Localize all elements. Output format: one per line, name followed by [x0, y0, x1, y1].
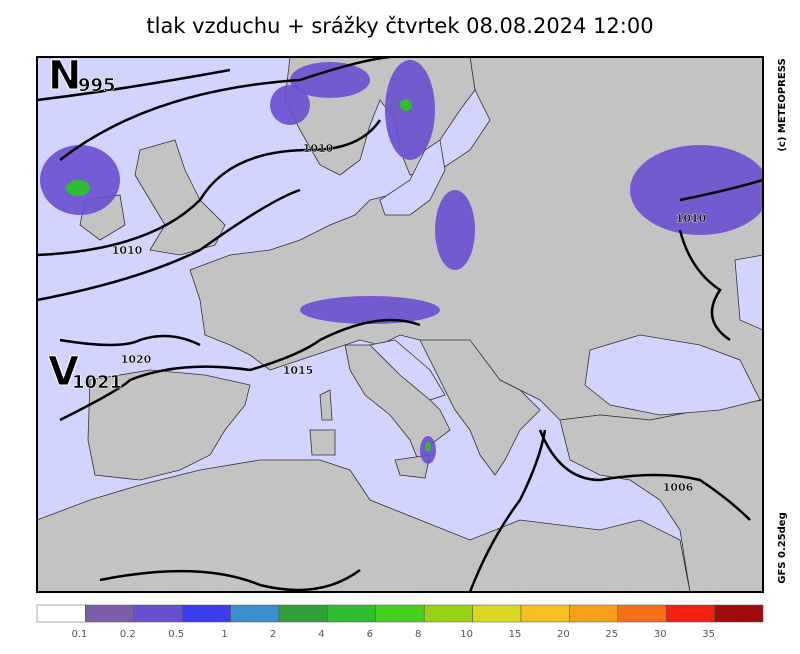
title: tlak vzduchu + srážky čtvrtek 08.08.2024… — [146, 14, 653, 38]
legend-tick: 15 — [509, 629, 522, 640]
legend-swatch — [714, 604, 764, 623]
legend-swatch — [36, 604, 86, 623]
legend-swatch — [133, 604, 183, 623]
isobar-label: 1010 — [676, 212, 707, 225]
legend-tick: 0.5 — [168, 629, 184, 640]
legend-tick: 6 — [367, 629, 373, 640]
legend-tick: 2 — [270, 629, 276, 640]
legend-swatch — [375, 604, 425, 623]
legend-swatch — [520, 604, 570, 623]
legend-swatch — [327, 604, 377, 623]
isobar-label: 1020 — [121, 353, 152, 366]
legend-tick: 30 — [654, 629, 667, 640]
high-letter: V — [48, 349, 79, 395]
legend-tick: 1 — [221, 629, 227, 640]
legend-tick: 0.1 — [71, 629, 87, 640]
isobar-label: 1006 — [663, 481, 694, 494]
isobar-label: 1010 — [112, 244, 143, 257]
legend: 0.1 0.2 0.5 1 2 4 6 8 10 15 20 25 30 35 — [36, 604, 764, 640]
legend-swatch — [181, 604, 231, 623]
legend-swatch — [278, 604, 328, 623]
high-value: 1021 — [72, 372, 122, 393]
legend-swatch — [230, 604, 280, 623]
map-frame — [36, 56, 764, 593]
legend-tick: 4 — [318, 629, 324, 640]
low-letter: N — [48, 53, 81, 99]
legend-swatch — [472, 604, 522, 623]
legend-tick: 25 — [605, 629, 618, 640]
legend-swatch — [85, 604, 135, 623]
legend-swatch — [423, 604, 473, 623]
legend-tick: 10 — [460, 629, 473, 640]
low-value: 995 — [78, 75, 116, 96]
legend-swatch — [665, 604, 715, 623]
legend-tick: 8 — [415, 629, 421, 640]
isobar-label: 1010 — [303, 142, 334, 155]
map — [37, 57, 763, 592]
legend-tick: 0.2 — [120, 629, 136, 640]
legend-swatch — [569, 604, 619, 623]
isobar-label: 1015 — [283, 364, 314, 377]
legend-swatch — [617, 604, 667, 623]
legend-tick: 35 — [702, 629, 715, 640]
credit: (c) METEOPRESS — [777, 58, 788, 151]
model: GFS 0.25deg — [777, 512, 788, 584]
legend-tick: 20 — [557, 629, 570, 640]
